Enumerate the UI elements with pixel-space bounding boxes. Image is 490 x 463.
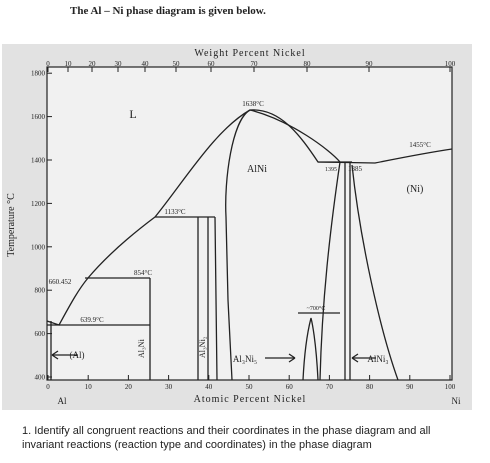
phase-label: L <box>129 107 136 121</box>
al3ni-region <box>47 277 151 380</box>
phase-label: Al₃Ni₅ <box>233 354 257 364</box>
alni3-region <box>318 161 352 380</box>
phase-boundaries <box>46 109 453 381</box>
top-tick-label: 0 <box>46 60 50 68</box>
intro-text: The Al – Ni phase diagram is given below… <box>70 5 266 17</box>
y-tick-label: 600 <box>35 330 46 338</box>
phase-label: 639.9°C <box>80 316 104 324</box>
bottom-tick-label: 80 <box>366 383 374 391</box>
phase-label: 854°C <box>134 269 152 277</box>
y-axis-title: Temperature °C <box>6 193 17 257</box>
phase-label: (Al) <box>70 350 85 360</box>
phase-label: 1385 <box>348 165 363 173</box>
bottom-axis-title: Atomic Percent Nickel <box>194 394 307 405</box>
top-tick-label: 90 <box>366 60 374 68</box>
phase-label: 1455°C <box>409 141 431 149</box>
phase-diagram: 0 10 20 30 40 50 60 70 80 90 1000 10 20 30 40 50 60 70 80 9… <box>2 44 472 410</box>
arrows <box>51 350 376 363</box>
y-tick-label: 1600 <box>31 113 46 121</box>
top-tick-label: 100 <box>445 60 456 68</box>
phase-label: 660.452 <box>49 278 72 286</box>
top-tick-label: 60 <box>208 60 216 68</box>
phase-label: Al₃Ni <box>137 338 146 358</box>
top-tick-label: 30 <box>115 60 123 68</box>
y-tick-label: 1800 <box>31 70 46 78</box>
phase-label: ~700°C <box>307 305 326 312</box>
y-tick-label: 1000 <box>31 243 46 251</box>
bottom-tick-label: 10 <box>85 383 93 391</box>
plot-frame <box>46 66 453 381</box>
al3ni5-region <box>298 312 340 381</box>
phase-label: AlNi <box>247 164 267 175</box>
top-tick-label: 40 <box>142 60 150 68</box>
alni-left-boundary <box>225 109 251 381</box>
phase-label: (Ni) <box>407 184 424 195</box>
top-tick-label: 80 <box>304 60 312 68</box>
phase-label: Al₃Ni₂ <box>198 336 207 358</box>
y-tick-label: 1400 <box>31 157 46 165</box>
bottom-tick-label: 0 <box>46 383 50 391</box>
phase-label: 1638°C <box>242 100 264 108</box>
phase-label: AlNi₃ <box>367 354 388 364</box>
bottom-tick-label: 40 <box>205 383 213 391</box>
bottom-tick-label: 60 <box>286 383 294 391</box>
y-tick-label: 1200 <box>31 200 46 208</box>
left-element: Al <box>58 396 67 406</box>
al3ni2-region <box>155 216 218 381</box>
phase-label: 1395 <box>325 167 337 173</box>
y-tick-label: 400 <box>35 374 46 382</box>
top-axis-title: Weight Percent Nickel <box>194 48 305 59</box>
top-tick-label: 10 <box>65 60 73 68</box>
alni-right-boundary <box>249 109 341 381</box>
top-tick-label: 70 <box>251 60 259 68</box>
y-tick-label: 800 <box>35 287 46 295</box>
bottom-tick-label: 100 <box>445 383 456 391</box>
bottom-tick-label: 30 <box>165 383 173 391</box>
bottom-tick-label: 50 <box>246 383 254 391</box>
top-tick-label: 20 <box>89 60 97 68</box>
top-tick-label: 50 <box>173 60 181 68</box>
bottom-tick-label: 90 <box>406 383 414 391</box>
ni-solvus <box>351 164 399 381</box>
right-element: Ni <box>452 396 461 406</box>
question-text: 1. Identify all congruent reactions and … <box>22 425 431 451</box>
bottom-tick-label: 20 <box>125 383 133 391</box>
phase-label: 1133°C <box>164 208 186 216</box>
bottom-tick-label: 70 <box>326 383 334 391</box>
